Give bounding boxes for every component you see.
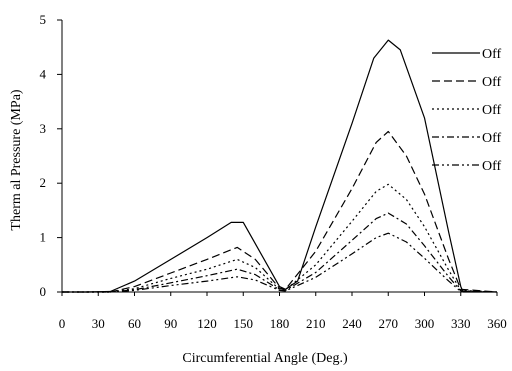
legend-label-1: Off bbox=[482, 47, 502, 62]
series-line-5 bbox=[62, 232, 498, 293]
series-line-2 bbox=[62, 130, 498, 293]
legend-label-5: Off bbox=[482, 159, 502, 174]
axes: 0 1 2 3 4 5 0 30 60 90 120 150 180 210 240 270 300 330 360 bbox=[40, 12, 507, 331]
x-axis-title: Circumferential Angle (Deg.) bbox=[182, 351, 348, 366]
y-tick-label: 1 bbox=[40, 230, 47, 245]
y-tick-label: 4 bbox=[40, 66, 47, 81]
x-tick-label: 330 bbox=[451, 316, 471, 331]
y-axis-title: Therm al Pressure (MPa) bbox=[9, 89, 24, 230]
x-tick-label: 120 bbox=[197, 316, 217, 331]
legend: Off Off Off Off Off bbox=[432, 47, 502, 174]
x-tick-label: 300 bbox=[415, 316, 435, 331]
x-tick-label: 0 bbox=[59, 316, 66, 331]
series-layer bbox=[62, 39, 498, 293]
y-tick-label: 5 bbox=[40, 12, 47, 27]
x-tick-label: 60 bbox=[128, 316, 141, 331]
x-tick-label: 180 bbox=[270, 316, 290, 331]
y-tick-label: 0 bbox=[40, 284, 47, 299]
legend-label-3: Off bbox=[482, 103, 502, 118]
x-tick-label: 210 bbox=[306, 316, 326, 331]
series-line-1 bbox=[62, 39, 497, 293]
x-tick-label: 90 bbox=[164, 316, 177, 331]
x-tick-label: 30 bbox=[92, 316, 105, 331]
y-tick-label: 2 bbox=[40, 175, 47, 190]
legend-label-4: Off bbox=[482, 131, 502, 146]
y-tick-label: 3 bbox=[40, 121, 47, 136]
series-line-4 bbox=[62, 212, 498, 293]
x-tick-label: 270 bbox=[379, 316, 399, 331]
x-tick-label: 150 bbox=[234, 316, 254, 331]
x-tick-label: 360 bbox=[487, 316, 507, 331]
series-line-3 bbox=[62, 183, 498, 293]
legend-label-2: Off bbox=[482, 75, 502, 90]
x-tick-label: 240 bbox=[342, 316, 362, 331]
